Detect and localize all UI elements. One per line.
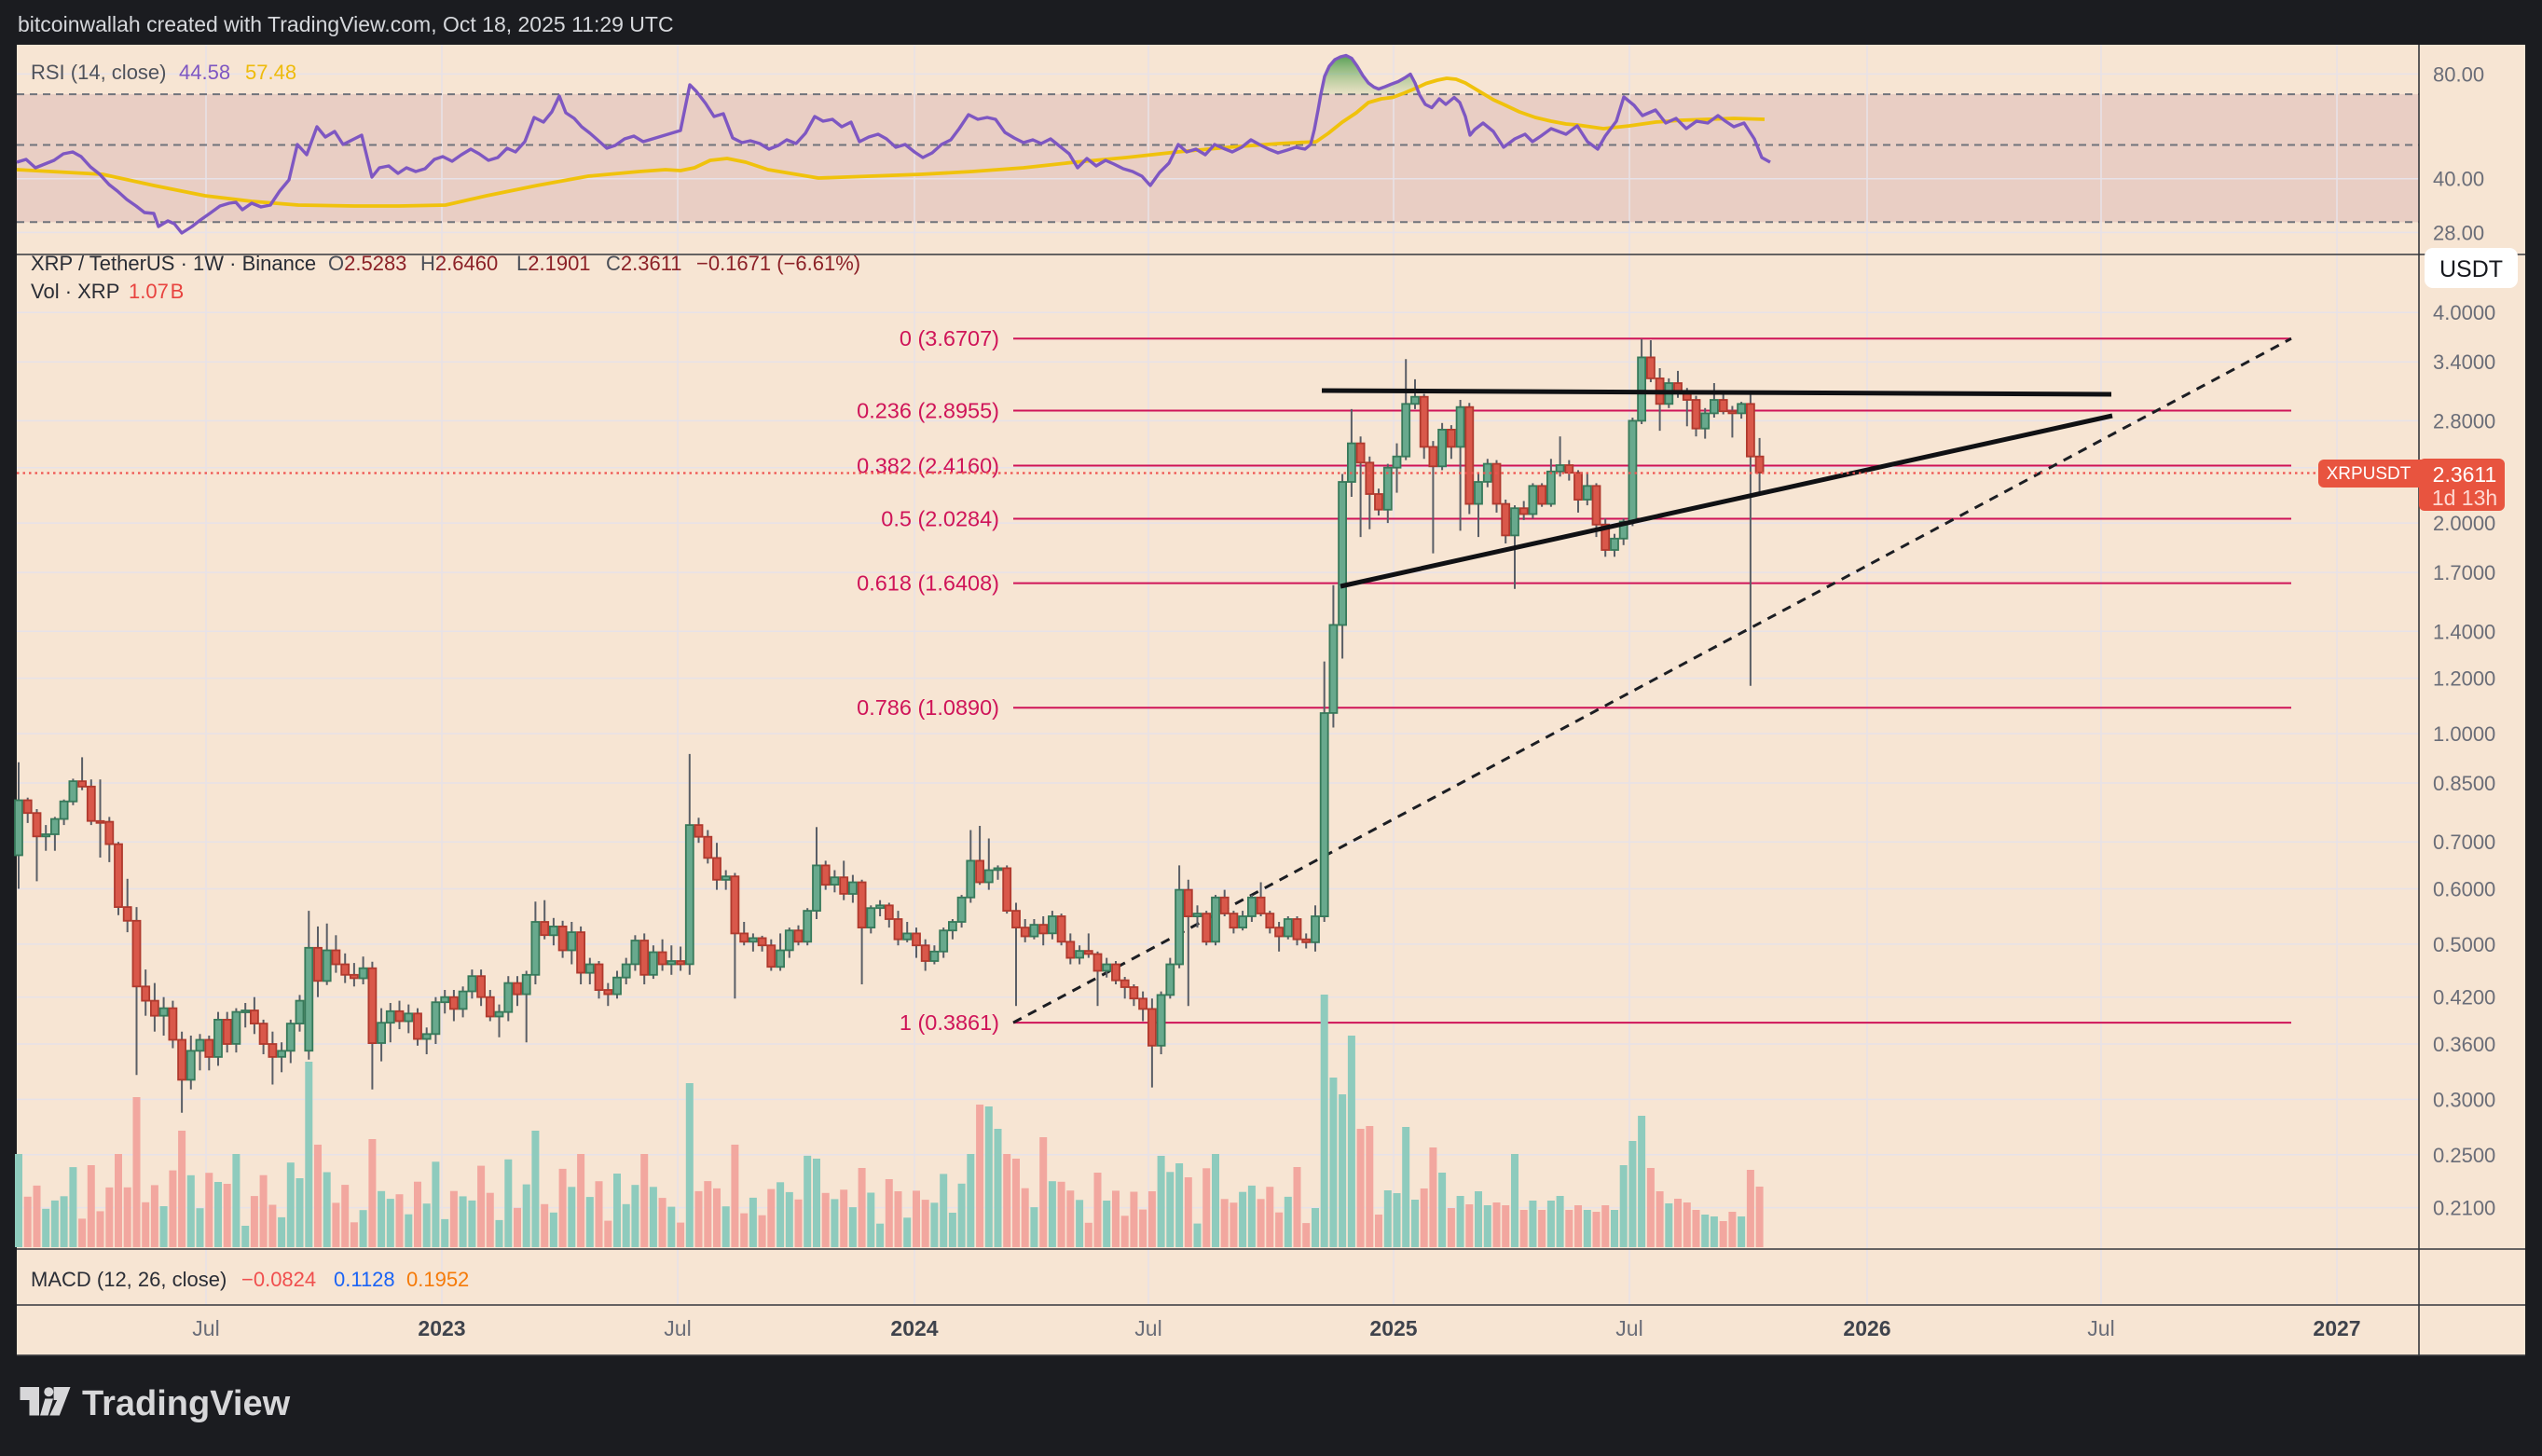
svg-text:57.48: 57.48 (245, 61, 296, 84)
svg-text:0 (3.6707): 0 (3.6707) (900, 326, 999, 350)
svg-text:0.5 (2.0284): 0.5 (2.0284) (881, 507, 999, 531)
svg-text:2023: 2023 (418, 1316, 465, 1340)
svg-text:2026: 2026 (1843, 1316, 1890, 1340)
svg-text:−0.0824: −0.0824 (241, 1268, 316, 1291)
svg-text:RSI (14, close): RSI (14, close) (31, 61, 167, 84)
svg-text:H2.6460: H2.6460 (420, 252, 498, 275)
svg-text:C2.3611: C2.3611 (606, 252, 682, 275)
svg-text:USDT: USDT (2439, 256, 2503, 282)
svg-text:4.0000: 4.0000 (2433, 301, 2495, 324)
svg-text:0.7000: 0.7000 (2433, 831, 2495, 854)
svg-text:1.2000: 1.2000 (2433, 667, 2495, 691)
svg-text:0.2100: 0.2100 (2433, 1197, 2495, 1220)
svg-text:1.4000: 1.4000 (2433, 620, 2495, 643)
svg-text:0.8500: 0.8500 (2433, 772, 2495, 795)
svg-text:0.236 (2.8955): 0.236 (2.8955) (857, 399, 999, 423)
svg-text:2025: 2025 (1369, 1316, 1417, 1340)
svg-text:0.4200: 0.4200 (2433, 986, 2495, 1010)
svg-text:Jul: Jul (664, 1316, 691, 1340)
svg-text:Jul: Jul (1615, 1316, 1642, 1340)
svg-text:1d 13h: 1d 13h (2432, 486, 2497, 510)
svg-text:0.618 (1.6408): 0.618 (1.6408) (857, 571, 999, 596)
svg-text:3.4000: 3.4000 (2433, 350, 2495, 374)
svg-text:Jul: Jul (2087, 1316, 2114, 1340)
svg-text:80.00: 80.00 (2433, 62, 2484, 86)
svg-text:2.0000: 2.0000 (2433, 512, 2495, 535)
svg-text:1.0000: 1.0000 (2433, 722, 2495, 746)
svg-text:TradingView: TradingView (82, 1384, 291, 1423)
svg-text:1.07 B: 1.07 B (129, 280, 184, 303)
svg-text:0.6000: 0.6000 (2433, 878, 2495, 901)
svg-text:28.00: 28.00 (2433, 221, 2484, 244)
svg-text:XRP / TetherUS · 1W · Binance: XRP / TetherUS · 1W · Binance (31, 252, 316, 275)
svg-text:1.7000: 1.7000 (2433, 561, 2495, 584)
svg-text:0.3000: 0.3000 (2433, 1088, 2495, 1111)
svg-text:Vol · XRP: Vol · XRP (31, 280, 119, 303)
svg-text:0.1952: 0.1952 (406, 1268, 469, 1291)
svg-text:L2.1901: L2.1901 (516, 252, 591, 275)
svg-text:2024: 2024 (890, 1316, 938, 1340)
svg-text:Jul: Jul (1134, 1316, 1161, 1340)
svg-text:0.3600: 0.3600 (2433, 1033, 2495, 1056)
svg-text:−0.1671 (−6.61%): −0.1671 (−6.61%) (696, 252, 860, 275)
svg-text:Jul: Jul (192, 1316, 219, 1340)
svg-text:2.3611: 2.3611 (2433, 462, 2497, 487)
svg-text:2.8000: 2.8000 (2433, 409, 2495, 433)
svg-text:0.2500: 0.2500 (2433, 1144, 2495, 1167)
svg-text:bitcoinwallah created with Tra: bitcoinwallah created with TradingView.c… (18, 12, 674, 36)
svg-text:XRPUSDT: XRPUSDT (2327, 464, 2411, 484)
svg-text:44.58: 44.58 (179, 61, 230, 84)
svg-text:40.00: 40.00 (2433, 168, 2484, 191)
svg-text:MACD (12, 26, close): MACD (12, 26, close) (31, 1268, 227, 1291)
svg-text:0.786 (1.0890): 0.786 (1.0890) (857, 695, 999, 720)
svg-text:0.1128: 0.1128 (334, 1268, 395, 1291)
svg-text:1 (0.3861): 1 (0.3861) (900, 1010, 999, 1035)
svg-text:2027: 2027 (2313, 1316, 2360, 1340)
svg-text:O2.5283: O2.5283 (328, 252, 406, 275)
svg-text:0.5000: 0.5000 (2433, 933, 2495, 956)
